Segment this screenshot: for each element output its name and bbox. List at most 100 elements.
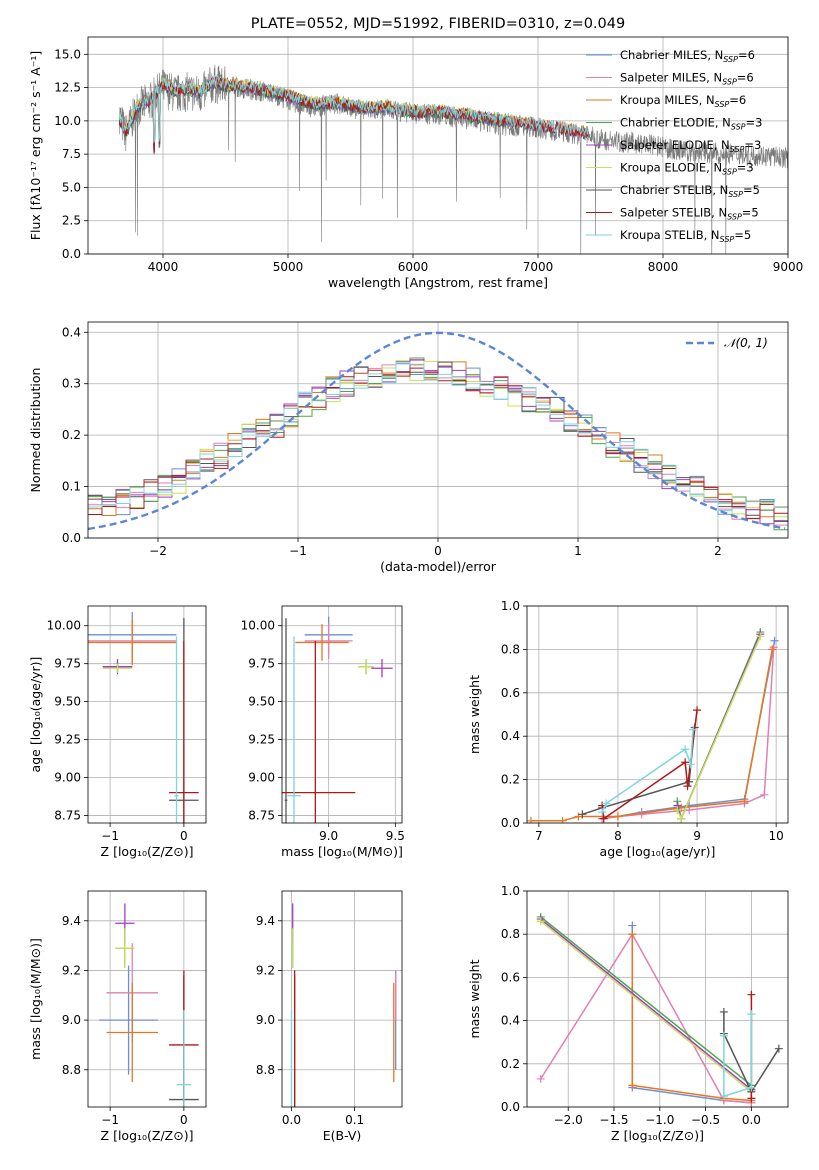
y-tick-label: 0.0 bbox=[501, 1100, 520, 1114]
y-tick-label: 15.0 bbox=[54, 47, 81, 61]
residuals-panel: −2 −1 0 1 2 0.0 0.1 0.2 0.3 0.4 (data-model)/error… bbox=[28, 321, 789, 574]
chabrier-stelib-weight-marker bbox=[774, 1044, 783, 1053]
y-tick-label: 0.8 bbox=[501, 927, 520, 941]
y-tick-label: 5.0 bbox=[62, 180, 81, 194]
y-tick-label: 9.4 bbox=[62, 914, 81, 928]
x-tick-label: 9000 bbox=[773, 260, 804, 274]
kroupa-miles-weight-marker bbox=[768, 645, 777, 654]
kroupa-elodie-weight-marker bbox=[673, 805, 682, 814]
y-tick-label: 12.5 bbox=[54, 81, 81, 95]
y-tick-label: 0.4 bbox=[501, 1014, 520, 1028]
salpeter-miles-weight-line bbox=[540, 932, 752, 1104]
kroupa-stelib-weight-marker bbox=[719, 1031, 728, 1040]
x-tick-label: 9.0 bbox=[319, 829, 338, 843]
kroupa-miles-weight-line bbox=[631, 934, 752, 1102]
x-axis-label: Z [log₁₀(Z/Z⊙)] bbox=[101, 1128, 194, 1143]
salpeter-stelib-weight-marker bbox=[747, 1094, 756, 1103]
kroupa-stelib-weight-marker bbox=[747, 1010, 756, 1019]
y-tick-label: 0.0 bbox=[62, 531, 81, 545]
gaussian-curve bbox=[88, 331, 786, 531]
chabrier-stelib-weight-line bbox=[723, 1012, 780, 1094]
kroupa-stelib-weight-marker bbox=[689, 725, 698, 734]
y-tick-label: 10.00 bbox=[47, 619, 81, 633]
chabrier-miles-weight-marker bbox=[770, 636, 779, 645]
x-tick-label: 1 bbox=[574, 544, 582, 558]
y-tick-label: 8.75 bbox=[248, 808, 275, 822]
axes-frame bbox=[281, 605, 403, 824]
salpeter-miles-weight-marker bbox=[536, 1074, 545, 1083]
y-tick-label: 2.5 bbox=[62, 214, 81, 228]
y-tick-label: 9.2 bbox=[62, 963, 81, 977]
x-tick-label: 6000 bbox=[398, 260, 429, 274]
legend-entry: Salpeter STELIB, NSSP=5 bbox=[620, 206, 759, 222]
legend-entry: Kroupa MILES, NSSP=6 bbox=[620, 93, 746, 109]
x-axis-label: (data-model)/error bbox=[380, 559, 497, 574]
x-axis-label: Z [log₁₀(Z/Z⊙)] bbox=[611, 1128, 704, 1143]
y-axis-label: mass [log₁₀(M/M⊙)] bbox=[28, 938, 43, 1060]
x-axis-label: Z [log₁₀(Z/Z⊙)] bbox=[101, 844, 194, 859]
y-tick-label: 9.2 bbox=[256, 963, 275, 977]
legend-entry: Kroupa ELODIE, NSSP=3 bbox=[620, 161, 754, 177]
x-tick-label: 0 bbox=[180, 1113, 188, 1127]
y-tick-label: 9.4 bbox=[256, 914, 275, 928]
kroupa-miles-weight-marker bbox=[628, 930, 637, 939]
kroupa-stelib-histogram bbox=[88, 361, 788, 512]
x-tick-label: 5000 bbox=[273, 260, 304, 274]
kroupa-stelib-weight-line bbox=[723, 1014, 753, 1098]
x-tick-label: 8 bbox=[614, 829, 622, 843]
kroupa-stelib-weight-marker bbox=[686, 760, 695, 769]
age-mass-panel: 9.0 9.5 8.75 9.00 9.25 9.50 9.75 10.00 mass [log… bbox=[241, 605, 405, 859]
chabrier-elodie-weight-line bbox=[540, 916, 752, 1086]
salpeter-stelib-weight-marker bbox=[683, 782, 692, 791]
kroupa-stelib-weight-marker bbox=[719, 1092, 728, 1101]
age-metallicity-panel: −1 0 8.75 9.00 9.25 9.50 9.75 10.00 Z [log₁₀(Z/Z… bbox=[28, 605, 207, 859]
weight-age-panel: 7 8 9 10 0.0 0.2 0.4 0.6 0.8 1.0 age [log₁₀(age/yr… bbox=[467, 599, 789, 859]
kroupa-elodie-weight-marker bbox=[536, 917, 545, 926]
chabrier-stelib-weight-marker bbox=[719, 1007, 728, 1016]
x-axis-label: age [log₁₀(age/yr)] bbox=[600, 844, 716, 859]
x-tick-label: −2.0 bbox=[554, 1113, 583, 1127]
kroupa-stelib-model-line bbox=[118, 75, 589, 144]
x-tick-label: −1 bbox=[101, 829, 119, 843]
y-tick-label: 9.25 bbox=[54, 733, 81, 747]
x-tick-label: −1 bbox=[101, 1113, 119, 1127]
salpeter-stelib-weight-marker bbox=[681, 758, 690, 767]
y-tick-label: 7.5 bbox=[62, 147, 81, 161]
x-tick-label: 9 bbox=[693, 829, 701, 843]
axes-frame bbox=[281, 890, 403, 1108]
kroupa-elodie-weight-line bbox=[676, 636, 761, 821]
salpeter-stelib-weight-marker bbox=[599, 814, 608, 823]
y-tick-label: 9.50 bbox=[248, 695, 275, 709]
legend-entry: Kroupa STELIB, NSSP=5 bbox=[620, 228, 751, 244]
y-tick-label: 8.8 bbox=[256, 1063, 275, 1077]
x-tick-label: 10 bbox=[768, 829, 783, 843]
salpeter-stelib-weight-marker bbox=[747, 990, 756, 999]
salpeter-miles-weight-marker bbox=[760, 790, 769, 799]
y-tick-label: 9.50 bbox=[54, 695, 81, 709]
axes-frame bbox=[87, 890, 207, 1108]
x-tick-label: 0 bbox=[180, 829, 188, 843]
salpeter-stelib-weight-line bbox=[601, 710, 698, 821]
chabrier-miles-weight-marker bbox=[628, 921, 637, 930]
y-tick-label: 9.0 bbox=[62, 1013, 81, 1027]
kroupa-miles-weight-marker bbox=[574, 812, 583, 821]
y-axis-label: Flux [fλ10⁻¹⁷ erg cm⁻² s⁻¹ A⁻¹] bbox=[28, 51, 43, 240]
legend-entry: Salpeter MILES, NSSP=6 bbox=[620, 71, 754, 87]
x-tick-label: 4000 bbox=[148, 260, 179, 274]
y-tick-label: 9.75 bbox=[54, 657, 81, 671]
y-tick-label: 0.6 bbox=[501, 686, 520, 700]
kroupa-stelib-weight-marker bbox=[747, 1083, 756, 1092]
legend-entry: Chabrier STELIB, NSSP=5 bbox=[620, 183, 760, 199]
y-tick-label: 9.00 bbox=[54, 770, 81, 784]
y-tick-label: 0.1 bbox=[62, 480, 81, 494]
legend-entry: 𝒩(0, 1) bbox=[724, 336, 768, 350]
chart-title: PLATE=0552, MJD=51992, FIBERID=0310, z=0… bbox=[251, 16, 625, 32]
kroupa-miles-weight-marker bbox=[740, 797, 749, 806]
x-tick-label: −1.0 bbox=[645, 1113, 674, 1127]
x-tick-label: −0.5 bbox=[691, 1113, 720, 1127]
y-axis-label: age [log₁₀(age/yr)] bbox=[28, 657, 43, 773]
y-tick-label: 0.6 bbox=[501, 970, 520, 984]
y-tick-label: 0.2 bbox=[501, 1057, 520, 1071]
y-axis-label: mass weight bbox=[467, 959, 482, 1038]
y-tick-label: 1.0 bbox=[501, 599, 520, 613]
